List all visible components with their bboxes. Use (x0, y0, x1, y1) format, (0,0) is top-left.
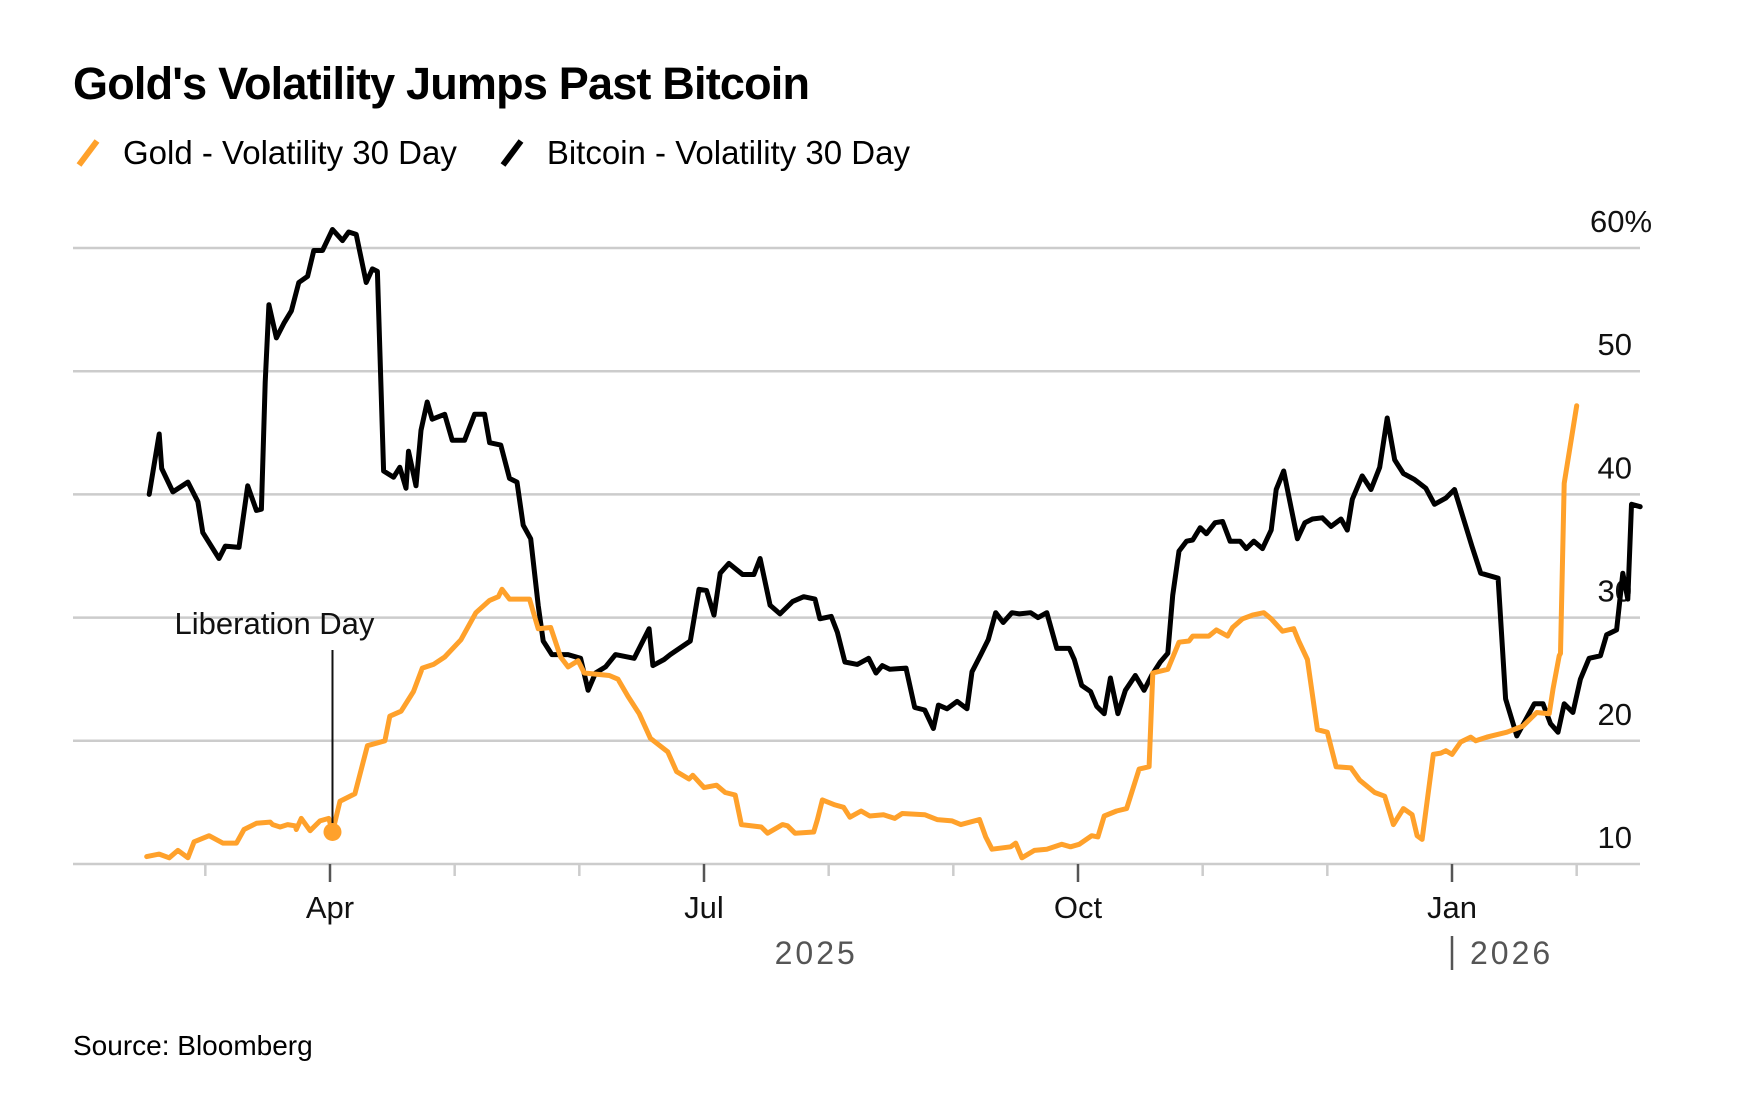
legend: Gold - Volatility 30 Day Bitcoin - Volat… (73, 134, 950, 172)
source-note: Source: Bloomberg (73, 1030, 313, 1061)
x-tick-label: Jul (684, 890, 724, 925)
y-tick-label: 60% (1590, 204, 1652, 239)
chart-title: Gold's Volatility Jumps Past Bitcoin (73, 58, 810, 109)
series-line-bitcoin (146, 227, 1643, 739)
series-line-gold (144, 403, 1580, 861)
year-label: 2025 (775, 935, 858, 971)
legend-item-bitcoin: Bitcoin - Volatility 30 Day (497, 134, 910, 172)
y-tick-label: 40 (1598, 450, 1632, 485)
year-label: 2026 (1470, 935, 1553, 971)
y-tick-label: 10 (1598, 820, 1632, 855)
legend-swatch-bitcoin-icon (497, 137, 527, 169)
legend-swatch-gold-icon (73, 137, 103, 169)
y-tick-label: 50 (1598, 327, 1632, 362)
annotation-label: Liberation Day (175, 606, 375, 641)
x-tick-label: Apr (306, 890, 354, 925)
legend-item-gold: Gold - Volatility 30 Day (73, 134, 457, 172)
annotation-marker (323, 822, 342, 841)
x-tick-label: Jan (1427, 890, 1477, 925)
x-tick-label: Oct (1054, 890, 1103, 925)
y-tick-label: 20 (1598, 697, 1632, 732)
legend-label-gold: Gold - Volatility 30 Day (123, 134, 457, 171)
legend-label-bitcoin: Bitcoin - Volatility 30 Day (546, 134, 910, 171)
